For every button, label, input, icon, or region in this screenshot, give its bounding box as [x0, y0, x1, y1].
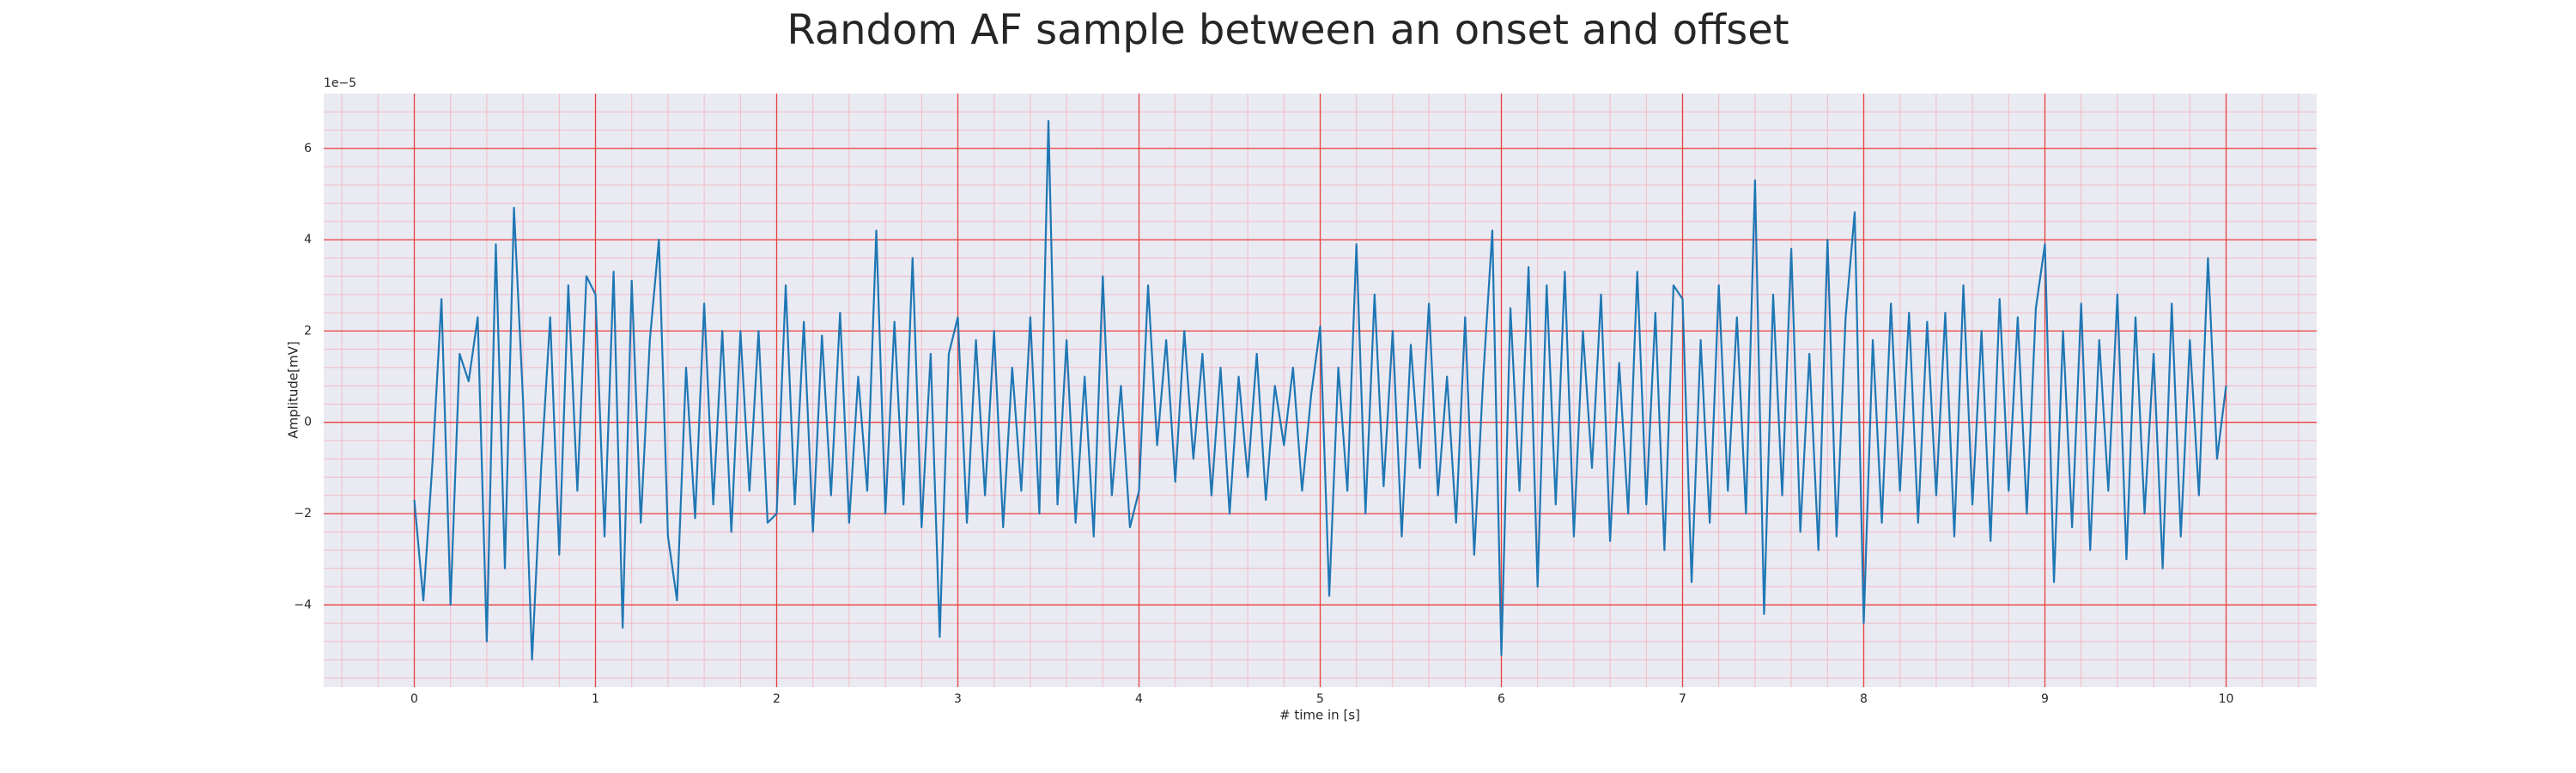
y-tick-label: 0 — [304, 416, 312, 429]
x-axis-label: # time in [s] — [1279, 708, 1360, 723]
x-tick-label: 3 — [954, 692, 962, 706]
y-tick-label: 2 — [304, 324, 312, 338]
y-axis-label: Amplitude[mV] — [286, 341, 301, 438]
plot-area — [324, 94, 2317, 687]
x-tick-label: 5 — [1316, 692, 1324, 706]
y-offset-label: 1e−5 — [324, 76, 356, 90]
chart-title: Random AF sample between an onset and of… — [787, 6, 1789, 54]
x-tick-label: 6 — [1498, 692, 1505, 706]
x-tick-label: 2 — [773, 692, 781, 706]
data-line — [413, 119, 2227, 661]
y-tick-label: 4 — [304, 233, 312, 247]
y-tick-label: 6 — [304, 142, 312, 155]
x-tick-label: 0 — [410, 692, 418, 706]
x-tick-label: 8 — [1860, 692, 1868, 706]
x-tick-label: 10 — [2219, 692, 2234, 706]
x-tick-label: 1 — [592, 692, 599, 706]
x-tick-label: 7 — [1679, 692, 1686, 706]
x-tick-label: 9 — [2041, 692, 2049, 706]
x-tick-label: 4 — [1135, 692, 1143, 706]
y-tick-label: −4 — [294, 598, 312, 612]
y-tick-label: −2 — [294, 507, 312, 520]
